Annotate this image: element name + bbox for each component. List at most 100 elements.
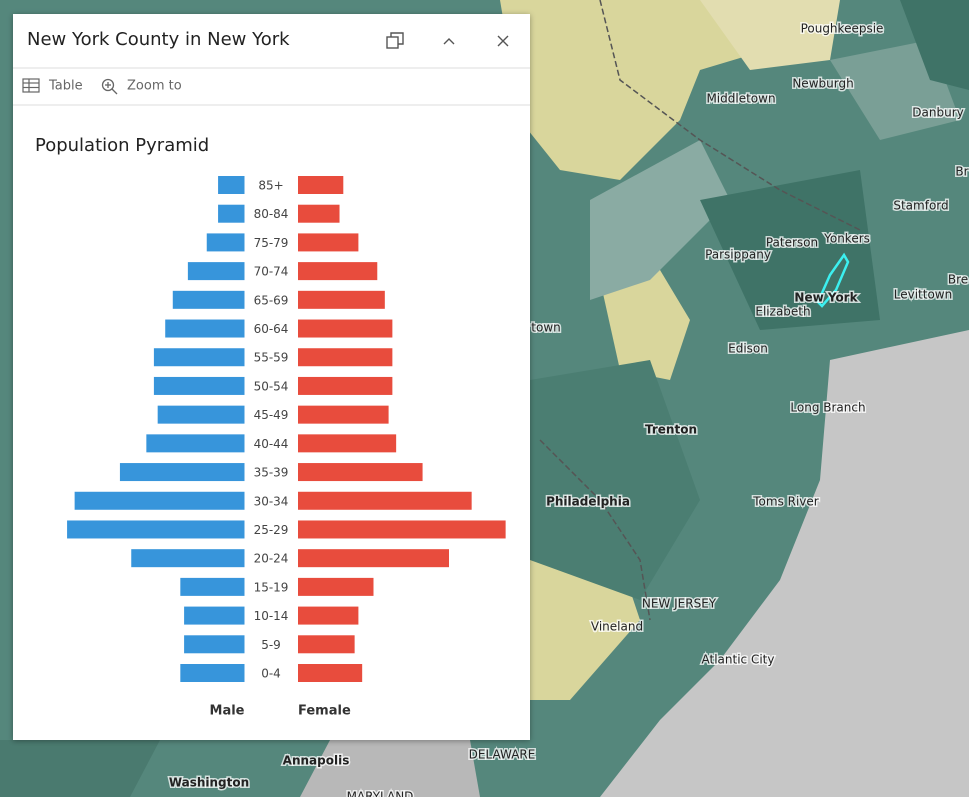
close-button[interactable] — [497, 35, 509, 47]
category-label: 10-14 — [254, 609, 289, 623]
bar — [187, 262, 245, 281]
region — [590, 140, 730, 300]
category-label: 75-79 — [254, 236, 289, 250]
map-label: Br — [955, 165, 968, 179]
bar — [146, 434, 245, 453]
popup-panel — [13, 14, 530, 740]
bar — [298, 376, 393, 395]
category-label: 0-4 — [261, 667, 281, 681]
bar — [298, 405, 389, 424]
category-label: 30-34 — [254, 494, 289, 508]
state-border — [539, 439, 651, 621]
collapse-button[interactable] — [443, 38, 455, 45]
category-label: 15-19 — [254, 580, 289, 594]
bar — [165, 319, 245, 338]
map-label: Toms River — [752, 495, 819, 509]
bar — [157, 405, 245, 424]
category-label: 45-49 — [254, 408, 289, 422]
bar — [180, 664, 245, 682]
category-label: 20-24 — [254, 552, 289, 566]
bar — [298, 176, 344, 194]
bar — [206, 233, 245, 252]
bar — [153, 348, 245, 367]
legend-label: Male — [210, 704, 245, 719]
zoom-button[interactable]: Zoom to — [101, 79, 182, 95]
bar — [184, 635, 245, 654]
category-label: 50-54 — [254, 379, 289, 393]
map-label: NEW JERSEY — [642, 597, 717, 611]
bar — [298, 233, 359, 252]
region — [300, 740, 480, 797]
bar — [298, 549, 449, 568]
map-label: Stamford — [893, 199, 948, 213]
map-label: Edison — [728, 342, 768, 356]
map-label: Danbury — [912, 106, 963, 120]
map-label: Annapolis — [283, 754, 350, 768]
bar — [298, 635, 355, 654]
map-label: Vineland — [591, 620, 643, 634]
region — [700, 0, 840, 70]
region — [600, 270, 690, 380]
bar — [298, 606, 359, 625]
bar — [298, 463, 423, 482]
state-border — [599, 0, 861, 231]
category-label: 5-9 — [261, 638, 281, 652]
bar — [180, 577, 245, 596]
bar — [298, 262, 378, 281]
map-label: town — [531, 321, 560, 335]
map-label: Levittown — [894, 288, 952, 302]
bar — [153, 376, 245, 395]
popup: New York County in New York Table Zoom t… — [13, 14, 530, 740]
category-label: 80-84 — [254, 207, 289, 221]
map-label: DELAWARE — [469, 748, 536, 762]
map-label: Paterson — [766, 236, 818, 250]
bar — [119, 463, 245, 482]
region — [900, 0, 969, 90]
bar — [298, 491, 472, 510]
bar — [298, 204, 340, 223]
category-label: 25-29 — [254, 523, 289, 537]
region — [0, 740, 160, 797]
dock-button[interactable] — [386, 32, 404, 49]
category-label: 65-69 — [254, 293, 289, 307]
chart-title: Population Pyramid — [35, 135, 209, 156]
toolbar-label: Zoom to — [127, 79, 182, 94]
map-label: New York — [794, 291, 858, 305]
category-label: 70-74 — [254, 265, 289, 279]
bar — [131, 549, 245, 568]
map-label: Poughkeepsie — [801, 22, 884, 36]
bar — [298, 577, 374, 596]
bar — [298, 290, 385, 309]
map-label: Newburgh — [792, 77, 853, 91]
bar — [172, 290, 245, 309]
bar — [298, 520, 506, 539]
map-label: Yonkers — [823, 232, 870, 246]
category-label: 60-64 — [254, 322, 289, 336]
map-label: Washington — [169, 776, 249, 790]
bar — [74, 491, 245, 510]
map-label: Trenton — [645, 423, 697, 437]
bar — [67, 520, 245, 539]
map-label: MARYLAND — [347, 790, 414, 797]
map-label: Middletown — [706, 92, 775, 106]
category-label: 40-44 — [254, 437, 289, 451]
bar — [298, 664, 363, 682]
bar — [298, 319, 393, 338]
table-button[interactable]: Table — [22, 78, 83, 94]
map-label: Philadelphia — [546, 495, 630, 509]
category-label: 55-59 — [254, 351, 289, 365]
map-label: Parsippany — [705, 248, 771, 262]
map-label: Long Branch — [790, 401, 865, 415]
popup-title: New York County in New York — [27, 29, 290, 50]
selected-feature — [816, 252, 850, 308]
map-label: Bre — [948, 273, 968, 287]
bar — [298, 434, 397, 453]
bar — [298, 348, 393, 367]
map-label: Elizabeth — [755, 305, 810, 319]
map-label: Atlantic City — [702, 653, 775, 667]
category-label: 35-39 — [254, 466, 289, 480]
region — [530, 560, 640, 700]
bar — [218, 176, 245, 194]
toolbar-label: Table — [48, 79, 83, 94]
